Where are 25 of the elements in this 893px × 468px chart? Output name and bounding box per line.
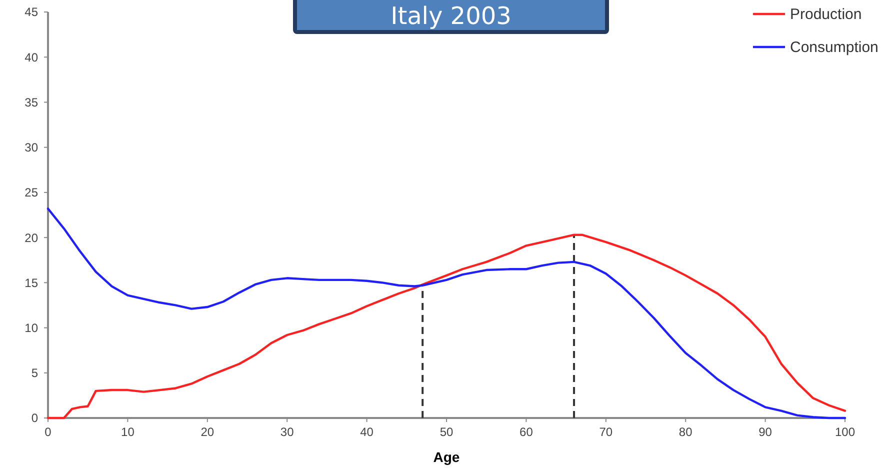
x-tick-label: 90 (758, 425, 772, 439)
x-tick-label: 10 (121, 425, 135, 439)
y-tick-label: 15 (24, 276, 38, 290)
x-tick-label: 40 (360, 425, 374, 439)
legend-label: Consumption (790, 39, 878, 56)
y-tick-label: 25 (24, 186, 38, 200)
legend-label: Production (790, 6, 862, 23)
y-tick-label: 40 (24, 50, 38, 64)
x-tick-label: 80 (678, 425, 693, 439)
y-tick-label: 0 (31, 411, 38, 426)
y-tick-label: 45 (24, 5, 38, 20)
y-tick-label: 5 (31, 366, 38, 380)
x-axis-title: Age (433, 449, 460, 465)
x-tick-label: 50 (440, 425, 454, 439)
x-tick-label: 100 (834, 425, 856, 439)
x-tick-label: 60 (520, 425, 534, 439)
y-tick-label: 20 (24, 230, 38, 245)
x-tick-label: 30 (280, 425, 294, 439)
y-tick-label: 35 (24, 95, 38, 110)
x-tick-label: 0 (44, 425, 52, 439)
y-tick-label: 30 (24, 140, 38, 155)
y-tick-label: 10 (24, 320, 38, 335)
x-tick-label: 20 (200, 425, 214, 439)
x-tick-label: 70 (599, 425, 613, 439)
chart-title: Italy 2003 (390, 2, 512, 30)
